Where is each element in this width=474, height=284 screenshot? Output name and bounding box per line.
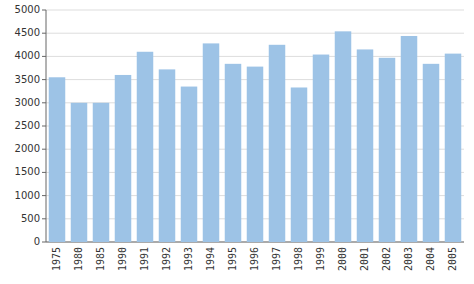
- bar: [423, 64, 440, 242]
- y-tick-label: 5000: [15, 4, 40, 15]
- x-tick-label: 1980: [73, 247, 84, 271]
- x-tick-label: 1998: [293, 247, 304, 271]
- chart-svg: 0 500 1000 1500 2000 2500 3000 3500 4000 4500 5000…: [0, 0, 474, 284]
- y-tick-label: 0: [34, 236, 40, 247]
- x-tick-label: 1997: [271, 247, 282, 271]
- y-tick: [42, 79, 46, 80]
- bar: [137, 52, 154, 242]
- y-tick-label: 1000: [15, 190, 40, 201]
- x-tick-label: 1990: [117, 247, 128, 271]
- y-tick-label: 2000: [15, 143, 40, 154]
- y-tick-label: 1500: [15, 166, 40, 177]
- y-tick: [42, 56, 46, 57]
- bar: [335, 31, 352, 242]
- y-tick: [42, 10, 46, 11]
- bar: [203, 43, 220, 242]
- bars: [49, 31, 462, 242]
- bar: [49, 77, 66, 242]
- y-tick-label: 2500: [15, 120, 40, 131]
- grid-line: [46, 10, 464, 11]
- y-tick: [42, 102, 46, 103]
- x-tick-label: 2001: [359, 247, 370, 271]
- y-tick: [42, 149, 46, 150]
- x-tick-label: 1994: [205, 247, 216, 271]
- x-tick-label: 1993: [183, 247, 194, 271]
- y-tick-label: 500: [21, 213, 40, 224]
- x-tick-label: 2000: [337, 247, 348, 271]
- x-tick-label: 1995: [227, 247, 238, 271]
- bar: [401, 36, 418, 242]
- bar: [225, 64, 242, 242]
- x-tick-label: 1999: [315, 247, 326, 271]
- y-tick: [42, 126, 46, 127]
- bar: [181, 87, 198, 242]
- x-tick-label: 2003: [403, 247, 414, 271]
- x-tick-label: 1996: [249, 247, 260, 271]
- bar: [379, 58, 396, 242]
- y-tick: [42, 195, 46, 196]
- chart-container: 0 500 1000 1500 2000 2500 3000 3500 4000 4500 5000…: [0, 0, 474, 284]
- bar: [115, 75, 132, 242]
- y-tick-label: 3500: [15, 74, 40, 85]
- grid: [46, 10, 464, 242]
- x-tick-label: 1975: [51, 247, 62, 271]
- grid-line: [46, 33, 464, 34]
- bar: [269, 45, 286, 242]
- bar: [159, 69, 176, 242]
- x-tick-label: 1992: [161, 247, 172, 271]
- bar: [357, 49, 374, 242]
- y-tick: [42, 172, 46, 173]
- bar: [445, 54, 462, 242]
- y-tick-label: 3000: [15, 97, 40, 108]
- y-axis-line: [46, 10, 47, 242]
- bar: [93, 103, 110, 242]
- y-tick-label: 4000: [15, 50, 40, 61]
- x-tick-label: 1985: [95, 247, 106, 271]
- x-tick-label: 1991: [139, 247, 150, 271]
- y-tick: [42, 218, 46, 219]
- bar: [291, 87, 308, 242]
- y-tick-label: 4500: [15, 27, 40, 38]
- x-tick-label: 2002: [381, 247, 392, 271]
- x-tick-label: 2005: [447, 247, 458, 271]
- y-tick: [42, 33, 46, 34]
- bar: [71, 103, 88, 242]
- axes: 0 500 1000 1500 2000 2500 3000 3500 4000 4500 5000…: [15, 4, 464, 271]
- y-tick: [42, 242, 46, 243]
- bar: [247, 67, 264, 242]
- x-tick-label: 2004: [425, 247, 436, 271]
- bar: [313, 55, 330, 242]
